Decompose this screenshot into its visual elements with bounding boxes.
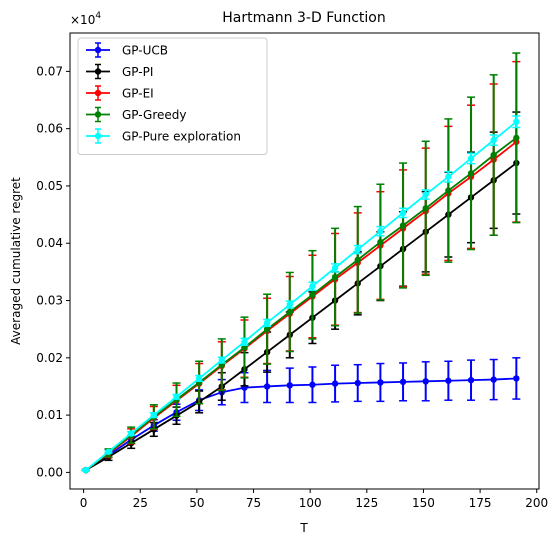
y-axis-label: Averaged cumulative regret bbox=[9, 177, 23, 345]
data-point bbox=[354, 256, 361, 264]
legend-marker bbox=[94, 68, 102, 75]
series-gp-greedy bbox=[81, 52, 521, 474]
data-point bbox=[286, 301, 293, 308]
y-tick-label: 0.02 bbox=[36, 351, 63, 365]
legend-box bbox=[77, 37, 268, 155]
data-point bbox=[173, 393, 180, 400]
y-tick-label: 0.03 bbox=[36, 294, 63, 308]
y-tick-label: 0.07 bbox=[36, 64, 63, 78]
x-axis-label: T bbox=[299, 521, 308, 535]
series-line bbox=[85, 137, 517, 471]
data-point bbox=[309, 283, 316, 290]
legend-label: GP-Pure exploration bbox=[122, 130, 241, 144]
data-point bbox=[422, 191, 429, 198]
chart-title: Hartmann 3-D Function bbox=[222, 10, 386, 26]
data-point bbox=[399, 222, 407, 229]
legend: GP-UCB GP-PI GP-EI GP-Greedy GP-Pure explora… bbox=[77, 37, 268, 155]
series-line bbox=[85, 141, 517, 471]
y-axis-multiplier-exponent: 4 bbox=[95, 11, 101, 21]
legend-marker bbox=[94, 89, 102, 97]
data-point bbox=[377, 228, 384, 235]
data-point bbox=[377, 379, 384, 386]
y-axis-multiplier: ×104 bbox=[70, 11, 101, 27]
data-point bbox=[195, 375, 203, 382]
data-point bbox=[82, 466, 90, 474]
data-point bbox=[467, 376, 475, 384]
y-tick-label: 0.01 bbox=[36, 408, 63, 422]
data-point bbox=[399, 378, 407, 386]
x-tick-label: 200 bbox=[525, 496, 548, 510]
data-point bbox=[150, 411, 158, 419]
data-point bbox=[263, 319, 271, 327]
data-point bbox=[331, 380, 339, 387]
data-point bbox=[490, 376, 497, 383]
data-point bbox=[286, 382, 293, 389]
data-point bbox=[490, 151, 497, 159]
legend-marker bbox=[94, 111, 102, 118]
x-tick-label: 100 bbox=[299, 496, 322, 510]
data-point bbox=[218, 356, 226, 364]
legend-label: GP-EI bbox=[122, 87, 154, 101]
data-point bbox=[309, 381, 316, 388]
data-point bbox=[513, 375, 520, 382]
data-point bbox=[241, 338, 248, 345]
y-tick-label: 0.04 bbox=[36, 236, 63, 250]
data-point bbox=[377, 238, 384, 246]
legend-marker bbox=[94, 132, 102, 140]
data-point bbox=[105, 448, 112, 455]
legend-label: GP-Greedy bbox=[122, 108, 187, 122]
data-point bbox=[490, 136, 497, 144]
axis-ticks: 0 25 50 75 100 125 150 175 200 0.00 0.01 0.02 0.03 0.… bbox=[36, 64, 548, 510]
data-point bbox=[331, 264, 339, 272]
data-point bbox=[422, 378, 429, 385]
series-line bbox=[85, 377, 517, 471]
plot-frame bbox=[69, 32, 540, 490]
data-point bbox=[467, 155, 475, 162]
data-point bbox=[513, 134, 520, 142]
y-axis-multiplier-base: ×10 bbox=[70, 13, 95, 27]
y-tick-label: 0.05 bbox=[36, 179, 63, 193]
legend-label: GP-PI bbox=[122, 65, 153, 79]
legend-marker bbox=[94, 46, 102, 54]
data-point bbox=[354, 379, 361, 387]
data-point bbox=[354, 246, 361, 253]
series-line bbox=[85, 121, 517, 471]
y-tick-label: 0.06 bbox=[36, 122, 63, 136]
x-tick-label: 150 bbox=[412, 496, 435, 510]
data-point bbox=[445, 173, 452, 180]
data-point bbox=[422, 205, 429, 212]
series-gp-pure-exploration bbox=[81, 115, 521, 474]
data-point bbox=[445, 187, 452, 194]
data-point bbox=[263, 383, 271, 390]
data-point bbox=[399, 209, 407, 217]
series-gp-ucb bbox=[81, 357, 521, 474]
series-line bbox=[85, 162, 517, 471]
data-point bbox=[127, 430, 135, 437]
data-point bbox=[467, 170, 475, 177]
x-tick-label: 175 bbox=[469, 496, 492, 510]
x-tick-label: 50 bbox=[189, 496, 204, 510]
data-point bbox=[286, 308, 293, 316]
x-tick-label: 0 bbox=[80, 496, 88, 510]
x-tick-label: 75 bbox=[246, 496, 261, 510]
plot-area bbox=[81, 52, 521, 474]
data-point bbox=[331, 273, 339, 281]
x-tick-label: 125 bbox=[355, 496, 378, 510]
data-point bbox=[513, 118, 520, 125]
x-tick-label: 25 bbox=[133, 496, 148, 510]
data-point bbox=[309, 291, 316, 298]
y-tick-label: 0.00 bbox=[36, 465, 63, 479]
data-point bbox=[445, 377, 452, 384]
data-point bbox=[263, 325, 271, 333]
legend-label: GP-UCB bbox=[122, 44, 168, 58]
